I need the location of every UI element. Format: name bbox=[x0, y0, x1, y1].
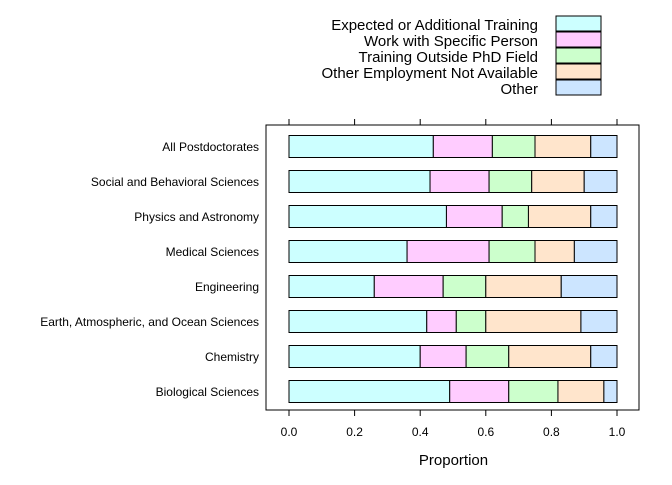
bar-segment bbox=[508, 345, 592, 368]
x-tick-label: 0.4 bbox=[412, 425, 429, 439]
bar-segment bbox=[534, 135, 592, 158]
x-axis: 0.0 0.2 0.4 0.6 0.8 1.0 bbox=[281, 119, 626, 439]
bar-segment bbox=[590, 135, 618, 158]
x-tick-label: 0.6 bbox=[477, 425, 494, 439]
bar-segment bbox=[288, 380, 451, 403]
legend-swatch bbox=[555, 15, 602, 32]
bar-segment bbox=[288, 240, 408, 263]
bar-segment bbox=[485, 275, 562, 298]
legend-label: Expected or Additional Training bbox=[331, 17, 538, 34]
category-label: Social and Behavioral Sciences bbox=[91, 175, 259, 189]
category-label: Medical Sciences bbox=[166, 245, 259, 259]
bar-segment bbox=[373, 275, 444, 298]
bar-segment bbox=[288, 135, 434, 158]
category-label: Physics and Astronomy bbox=[134, 210, 259, 224]
plot-frame bbox=[265, 124, 640, 411]
category-label: All Postdoctorates bbox=[162, 140, 259, 154]
bar-segment bbox=[573, 240, 618, 263]
legend-swatch bbox=[555, 47, 602, 64]
x-tick-label: 0.0 bbox=[281, 425, 298, 439]
legend-label: Other bbox=[500, 81, 538, 98]
bar-segment bbox=[288, 170, 431, 193]
x-tick-label: 1.0 bbox=[609, 425, 626, 439]
bar-segment bbox=[527, 205, 592, 228]
x-tick-label: 0.8 bbox=[543, 425, 560, 439]
legend-swatch bbox=[555, 31, 602, 48]
category-label: Engineering bbox=[195, 280, 259, 294]
bar-segment bbox=[288, 310, 428, 333]
bar-segment bbox=[455, 310, 487, 333]
bar-segment bbox=[288, 205, 447, 228]
bar-segment bbox=[442, 275, 487, 298]
legend-swatch bbox=[555, 63, 602, 80]
bar-segment bbox=[583, 170, 618, 193]
bar-segment bbox=[449, 380, 510, 403]
bar-segment bbox=[429, 170, 490, 193]
bar-segment bbox=[501, 205, 529, 228]
x-tick-label: 0.2 bbox=[346, 425, 363, 439]
bar-segment bbox=[488, 170, 533, 193]
legend-swatch bbox=[555, 79, 602, 96]
bar-segment bbox=[432, 135, 493, 158]
bar-segment bbox=[534, 240, 575, 263]
category-label: Chemistry bbox=[205, 350, 259, 364]
bar-segment bbox=[426, 310, 457, 333]
bar-segment bbox=[560, 275, 618, 298]
bar-segment bbox=[531, 170, 585, 193]
category-label: Earth, Atmospheric, and Ocean Sciences bbox=[40, 315, 259, 329]
bar-segment bbox=[406, 240, 490, 263]
bar-segment bbox=[557, 380, 605, 403]
category-labels: All Postdoctorates Social and Behavioral … bbox=[40, 140, 259, 399]
bar-segment bbox=[580, 310, 618, 333]
bar-segment bbox=[590, 345, 618, 368]
bar-segment bbox=[508, 380, 559, 403]
category-label: Biological Sciences bbox=[156, 385, 259, 399]
bar-segment bbox=[445, 205, 503, 228]
bar-segment bbox=[491, 135, 536, 158]
bar-segment bbox=[419, 345, 467, 368]
bar-segment bbox=[465, 345, 510, 368]
bars bbox=[288, 135, 618, 403]
bar-segment bbox=[488, 240, 536, 263]
bar-segment bbox=[590, 205, 618, 228]
bar-segment bbox=[288, 275, 375, 298]
legend-label: Other Employment Not Available bbox=[322, 65, 539, 82]
bar-segment bbox=[603, 380, 618, 403]
legend-label: Work with Specific Person bbox=[364, 33, 538, 50]
x-axis-label: Proportion bbox=[419, 452, 488, 469]
legend-label: Training Outside PhD Field bbox=[358, 49, 538, 66]
bar-segment bbox=[485, 310, 582, 333]
bar-segment bbox=[288, 345, 421, 368]
